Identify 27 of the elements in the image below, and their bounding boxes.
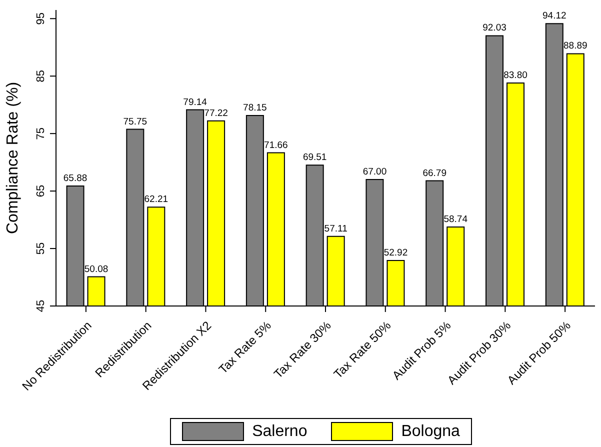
legend-label: Bologna — [401, 422, 460, 440]
y-tick-label: 55 — [35, 242, 47, 255]
data-label: 79.14 — [183, 96, 207, 108]
data-label: 71.66 — [264, 140, 288, 151]
data-label: 52.92 — [384, 247, 408, 258]
data-label: 78.15 — [243, 102, 267, 114]
data-label: 65.88 — [63, 172, 88, 184]
data-label: 50.08 — [84, 264, 108, 275]
y-tick-label: 45 — [35, 300, 47, 312]
y-tick-label: 65 — [35, 184, 47, 198]
y-tick-label: 95 — [35, 12, 47, 25]
y-tick-label: 75 — [35, 127, 47, 140]
data-label: 77.22 — [204, 108, 228, 119]
data-label: 75.75 — [123, 116, 148, 128]
data-label: 62.21 — [144, 194, 168, 206]
y-axis-title: Compliance Rate (%) — [4, 82, 22, 234]
data-label: 66.79 — [422, 168, 447, 179]
legend-label: Salerno — [252, 422, 308, 440]
data-label: 92.03 — [482, 22, 506, 34]
data-label: 69.51 — [302, 152, 327, 164]
data-label: 88.89 — [564, 40, 588, 52]
data-label: 67.00 — [362, 166, 387, 178]
data-label: 57.11 — [324, 223, 348, 234]
y-tick-label: 85 — [35, 70, 47, 82]
data-label: 58.74 — [444, 214, 468, 226]
data-label: 94.12 — [542, 10, 566, 22]
data-label: 83.80 — [504, 70, 528, 81]
